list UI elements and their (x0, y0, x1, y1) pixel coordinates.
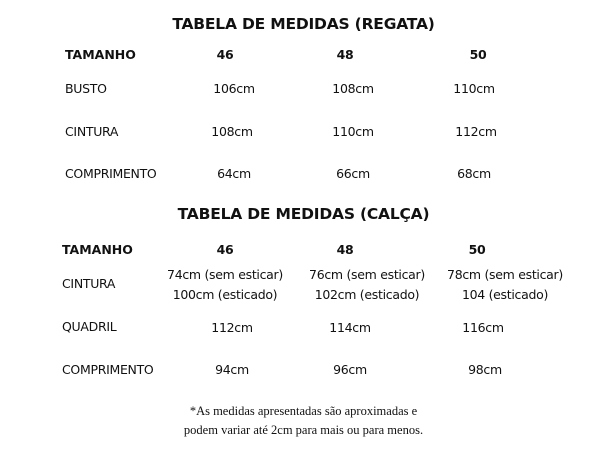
header-46: 46 (216, 242, 234, 257)
cell: 64cm (217, 166, 251, 181)
footnote-line: *As medidas apresentadas são aproximadas… (189, 404, 418, 418)
header-48: 48 (336, 242, 354, 257)
cell: 112cm (455, 124, 497, 139)
cell: 108cm (211, 124, 253, 139)
cell-line: 104 (esticado) (461, 287, 549, 302)
cell-line: 74cm (sem esticar) (167, 267, 283, 282)
cell: 68cm (457, 166, 491, 181)
cell: 66cm (336, 166, 370, 181)
header-tamanho: TAMANHO (65, 47, 136, 62)
header-50: 50 (468, 242, 486, 257)
footnote: *As medidas apresentadas são aproximadas… (0, 402, 607, 440)
cell: 98cm (468, 362, 502, 377)
header-50: 50 (469, 47, 487, 62)
cell: 106cm (213, 81, 255, 96)
cell-line: 100cm (esticado) (172, 287, 278, 302)
cell: 94cm (215, 362, 249, 377)
header-46: 46 (216, 47, 234, 62)
cell: 110cm (453, 81, 495, 96)
regata-title: TABELA DE MEDIDAS (REGATA) (172, 15, 435, 33)
calca-title: TABELA DE MEDIDAS (CALÇA) (177, 205, 430, 223)
cell-line: 78cm (sem esticar) (447, 267, 563, 282)
cell: 76cm (sem esticar) 102cm (esticado) (309, 265, 425, 305)
row-label-busto: BUSTO (65, 81, 107, 96)
cell-line: 102cm (esticado) (314, 287, 420, 302)
row-label-quadril: QUADRIL (62, 319, 117, 334)
row-label-cintura: CINTURA (65, 124, 119, 139)
footnote-line: podem variar até 2cm para mais ou para m… (183, 423, 424, 437)
header-tamanho: TAMANHO (62, 242, 133, 257)
row-label-comprimento: COMPRIMENTO (65, 166, 157, 181)
cell: 116cm (462, 320, 504, 335)
cell: 78cm (sem esticar) 104 (esticado) (447, 265, 563, 305)
cell-line: 76cm (sem esticar) (309, 267, 425, 282)
cell: 112cm (211, 320, 253, 335)
cell: 110cm (332, 124, 374, 139)
cell: 114cm (329, 320, 371, 335)
cell: 108cm (332, 81, 374, 96)
row-label-comprimento: COMPRIMENTO (62, 362, 154, 377)
cell: 96cm (333, 362, 367, 377)
header-48: 48 (336, 47, 354, 62)
cell: 74cm (sem esticar) 100cm (esticado) (167, 265, 283, 305)
row-label-cintura: CINTURA (62, 276, 116, 291)
